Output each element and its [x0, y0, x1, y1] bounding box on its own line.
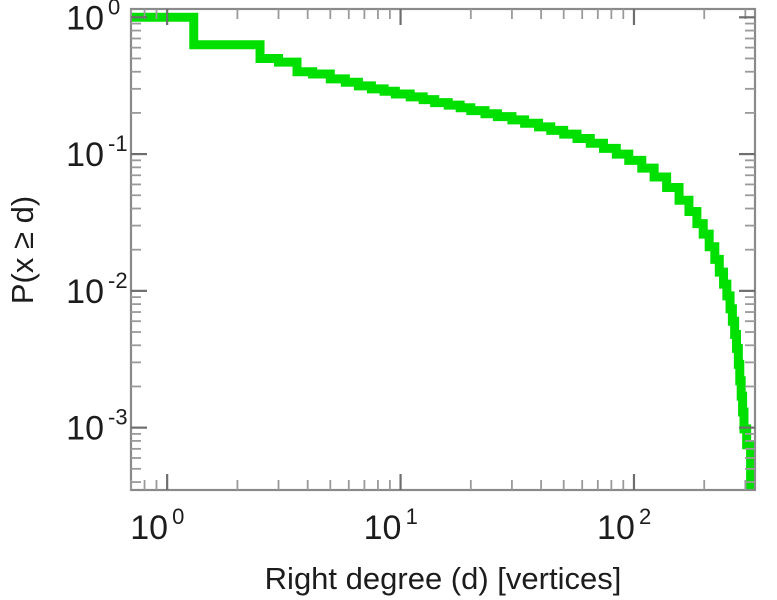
x-axis-ticks: [130, 9, 747, 490]
tick-label-mantissa: 10: [66, 0, 104, 37]
x-axis-label: Right degree (d) [vertices]: [265, 561, 622, 596]
tick-label-mantissa: 10: [66, 273, 104, 311]
tick-label-exponent: -2: [108, 268, 128, 293]
plot-frame: [129, 7, 757, 492]
tick-label-exponent: 1: [406, 504, 418, 529]
tick-label-group: 10 -1: [66, 131, 127, 174]
plot-area-border: [129, 7, 757, 492]
data-series-group: [131, 12, 755, 490]
tick-label-group: 10 -2: [66, 268, 127, 311]
tick-label-group: 10 1: [364, 504, 418, 547]
tick-label-mantissa: 10: [597, 509, 635, 547]
tick-label-group: 10 -3: [66, 405, 127, 448]
y-axis-label: P(x ≥ d): [5, 196, 40, 304]
tick-label-group: 10 0: [66, 0, 120, 37]
tick-label-exponent: -3: [108, 405, 128, 430]
tick-label-mantissa: 10: [66, 136, 104, 174]
tick-label-exponent: -1: [108, 131, 128, 156]
y-axis-ticks: [131, 16, 755, 483]
tick-label-group: 10 0: [130, 504, 184, 547]
tick-label-exponent: 0: [108, 0, 120, 19]
tick-label-exponent: 2: [639, 504, 651, 529]
x-axis-tick-labels: 10 0 10 1 10 2: [130, 504, 651, 547]
tick-label-group: 10 2: [597, 504, 651, 547]
tick-label-mantissa: 10: [66, 410, 104, 448]
series-path-0: [131, 12, 755, 490]
tick-label-exponent: 0: [172, 504, 184, 529]
tick-label-mantissa: 10: [364, 509, 402, 547]
tick-label-mantissa: 10: [130, 509, 168, 547]
